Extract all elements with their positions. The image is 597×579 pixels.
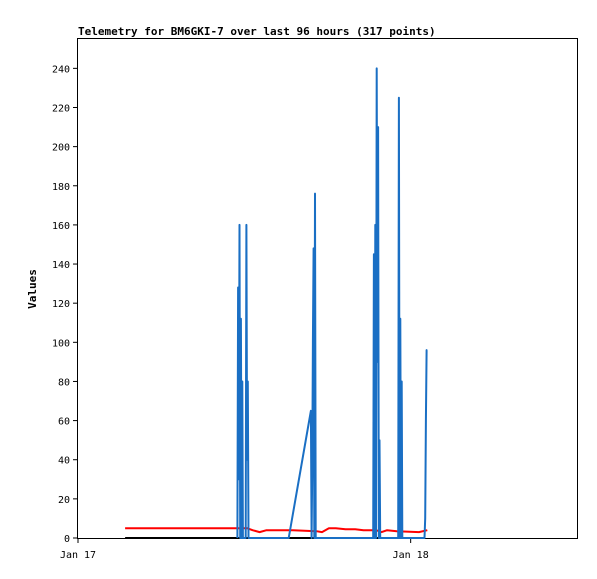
y-tick-label: 0	[64, 534, 70, 545]
series-line-2	[125, 527, 428, 534]
y-axis-ticks: 0 20 40 60 80 100 120 140 160 180 200 220 240	[52, 64, 78, 545]
y-tick-label: 100	[52, 338, 70, 349]
x-axis-ticks: Jan 17 Jan 18	[60, 538, 429, 561]
plot-area	[77, 38, 578, 539]
y-tick-label: 240	[52, 64, 70, 75]
series-layer	[125, 67, 428, 539]
y-tick-label: 40	[58, 456, 70, 467]
y-tick-label: 80	[58, 377, 70, 388]
y-tick-label: 160	[52, 221, 70, 232]
y-tick-label: 60	[58, 417, 70, 428]
y-tick-label: 180	[52, 182, 70, 193]
x-tick-label: Jan 18	[393, 550, 429, 561]
y-tick-label: 220	[52, 103, 70, 114]
x-tick-label: Jan 17	[60, 550, 96, 561]
chart-title: Telemetry for BM6GKI-7 over last 96 hour…	[78, 25, 436, 38]
y-tick-label: 20	[58, 495, 70, 506]
y-tick-label: 140	[52, 260, 70, 271]
series-line-3	[236, 67, 428, 539]
y-tick-label: 120	[52, 299, 70, 310]
y-axis-label: Values	[26, 269, 39, 309]
y-tick-label: 200	[52, 143, 70, 154]
